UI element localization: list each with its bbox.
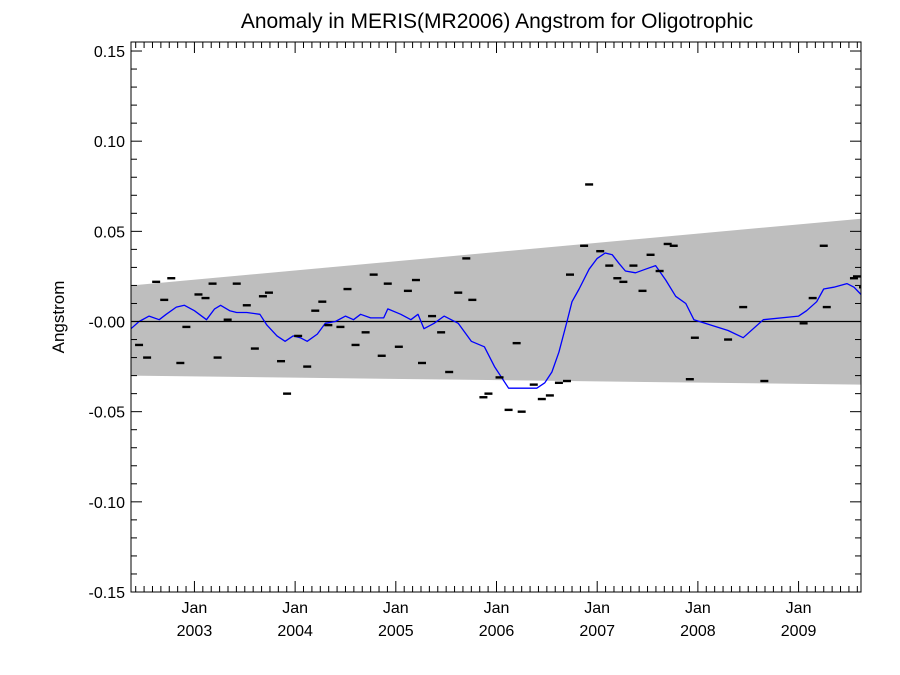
x-tick-month-label: Jan — [383, 600, 409, 617]
uncertainty-band — [131, 218, 861, 385]
x-tick-month-label: Jan — [484, 600, 510, 617]
y-tick-label: 0.05 — [94, 224, 125, 241]
x-tick-month-label: Jan — [182, 600, 208, 617]
x-tick-year-label: 2003 — [177, 623, 213, 640]
x-tick-year-label: 2007 — [579, 623, 615, 640]
x-tick-month-label: Jan — [584, 600, 610, 617]
plot-frame — [130, 41, 862, 593]
x-tick-month-label: Jan — [282, 600, 308, 617]
x-tick-month-label: Jan — [685, 600, 711, 617]
y-tick-label: 0.15 — [94, 44, 125, 61]
y-tick-label: -0.00 — [89, 315, 126, 332]
axis-ticks — [131, 42, 861, 593]
series-line — [131, 252, 861, 389]
x-tick-year-label: 2005 — [378, 623, 414, 640]
y-tick-label: -0.15 — [89, 585, 126, 602]
x-tick-month-label: Jan — [786, 600, 812, 617]
y-tick-labels: 0.15 0.10 0.05 -0.00 -0.05 -0.10 -0.15 — [89, 44, 126, 602]
x-tick-year-label: 2009 — [781, 623, 817, 640]
x-tick-year-label: 2008 — [680, 623, 716, 640]
chart-title: Anomaly in MERIS(MR2006) Angstrom for Ol… — [241, 10, 753, 33]
y-tick-label: 0.10 — [94, 134, 125, 151]
y-tick-label: -0.05 — [89, 405, 126, 422]
x-tick-labels: Jan 2003 Jan 2004 Jan 2005 Jan 2006 Jan 2007 Jan 20… — [177, 600, 817, 640]
y-axis-label: Angstrom — [49, 281, 68, 354]
plot-area — [131, 183, 861, 413]
y-tick-label: -0.10 — [89, 495, 126, 512]
x-tick-year-label: 2004 — [277, 623, 313, 640]
x-tick-year-label: 2006 — [479, 623, 515, 640]
